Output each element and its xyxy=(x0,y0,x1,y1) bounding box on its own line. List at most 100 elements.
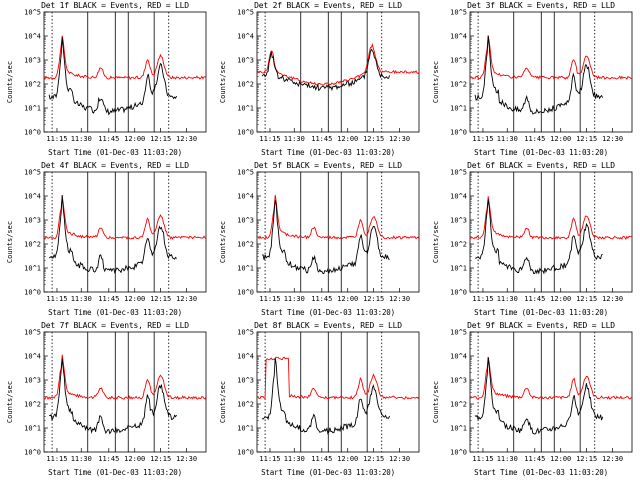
x-tick-label: 12:30 xyxy=(602,455,623,463)
y-tick-label: 10^2 xyxy=(237,401,254,409)
x-axis-label: Start Time (01-Dec-03 11:03:20) xyxy=(261,308,395,317)
series-events-line xyxy=(475,199,603,275)
x-tick-label: 12:30 xyxy=(389,455,410,463)
y-tick-label: 10^3 xyxy=(24,57,41,65)
series-lld-line xyxy=(43,354,207,400)
x-tick-label: 12:15 xyxy=(576,135,597,143)
series-events-line xyxy=(474,357,604,435)
y-tick-label: 10^5 xyxy=(24,169,41,177)
y-tick-label: 10^5 xyxy=(237,9,254,17)
series-events-line xyxy=(261,200,390,275)
x-axis-label: Start Time (01-Dec-03 11:03:20) xyxy=(48,308,182,317)
x-axis-label: Start Time (01-Dec-03 11:03:20) xyxy=(474,148,608,157)
x-tick-label: 11:15 xyxy=(46,135,67,143)
y-tick-label: 10^4 xyxy=(450,353,467,361)
x-tick-label: 12:15 xyxy=(576,455,597,463)
axes-frame xyxy=(469,11,633,133)
x-tick-label: 11:45 xyxy=(98,295,119,303)
axes-frame xyxy=(256,331,420,453)
x-tick-label: 11:15 xyxy=(472,295,493,303)
detector-panel: Det 8f BLACK = Events, RED = LLD Start Ti… xyxy=(213,320,426,480)
y-tick-label: 10^0 xyxy=(237,289,254,297)
x-tick-label: 12:00 xyxy=(124,135,145,143)
x-tick-label: 11:15 xyxy=(472,135,493,143)
plot-area: 10^0 10^1 10^2 10^3 10^4 10^5 11:15 11:30 11:45 1… xyxy=(24,329,207,463)
y-tick-label: 10^3 xyxy=(450,217,467,225)
y-tick-label: 10^2 xyxy=(237,241,254,249)
y-tick-label: 10^0 xyxy=(24,289,41,297)
y-tick-label: 10^3 xyxy=(24,217,41,225)
x-tick-label: 12:00 xyxy=(550,455,571,463)
x-tick-label: 11:30 xyxy=(497,455,518,463)
x-tick-label: 11:30 xyxy=(497,135,518,143)
y-tick-label: 10^4 xyxy=(24,193,41,201)
x-tick-label: 11:45 xyxy=(311,295,332,303)
y-tick-label: 10^4 xyxy=(24,33,41,41)
y-tick-label: 10^1 xyxy=(237,425,254,433)
x-tick-label: 11:15 xyxy=(259,455,280,463)
y-tick-label: 10^5 xyxy=(24,329,41,337)
x-tick-label: 12:15 xyxy=(150,135,171,143)
chart-title: Det 1f BLACK = Events, RED = LLD xyxy=(41,1,189,10)
y-tick-label: 10^2 xyxy=(450,401,467,409)
x-tick-label: 11:45 xyxy=(524,455,545,463)
y-tick-label: 10^1 xyxy=(24,265,41,273)
x-axis-label: Start Time (01-Dec-03 11:03:20) xyxy=(474,308,608,317)
y-tick-label: 10^3 xyxy=(450,377,467,385)
x-axis-label: Start Time (01-Dec-03 11:03:20) xyxy=(261,468,395,477)
plot-area: 10^0 10^1 10^2 10^3 10^4 10^5 11:15 11:30 11:45 1… xyxy=(450,9,633,143)
plot-area: 10^0 10^1 10^2 10^3 10^4 10^5 11:15 11:30 11:45 1… xyxy=(450,329,633,463)
y-tick-label: 10^5 xyxy=(450,169,467,177)
detector-panel: Det 2f BLACK = Events, RED = LLD Start Ti… xyxy=(213,0,426,160)
axes-frame xyxy=(469,171,633,293)
plot-area: 10^0 10^1 10^2 10^3 10^4 10^5 11:15 11:30 11:45 1… xyxy=(237,169,420,303)
y-tick-label: 10^3 xyxy=(237,217,254,225)
x-tick-label: 11:45 xyxy=(98,455,119,463)
series-lld-line xyxy=(469,196,633,241)
y-tick-label: 10^0 xyxy=(450,449,467,457)
x-tick-label: 12:30 xyxy=(389,135,410,143)
detector-panel: Det 4f BLACK = Events, RED = LLD Start Ti… xyxy=(0,160,213,320)
x-tick-label: 12:15 xyxy=(576,295,597,303)
x-tick-label: 11:15 xyxy=(472,455,493,463)
x-tick-label: 12:15 xyxy=(150,295,171,303)
x-tick-label: 12:15 xyxy=(363,295,384,303)
y-tick-label: 10^2 xyxy=(24,81,41,89)
x-tick-label: 12:30 xyxy=(389,295,410,303)
y-tick-label: 10^1 xyxy=(237,265,254,273)
y-tick-label: 10^0 xyxy=(450,289,467,297)
y-tick-label: 10^4 xyxy=(450,33,467,41)
chart-title: Det 7f BLACK = Events, RED = LLD xyxy=(41,321,189,330)
y-tick-label: 10^4 xyxy=(24,353,41,361)
x-tick-label: 11:30 xyxy=(71,455,92,463)
axes-frame xyxy=(256,171,420,293)
x-tick-label: 12:15 xyxy=(363,135,384,143)
plot-area: 10^0 10^1 10^2 10^3 10^4 10^5 11:15 11:30 11:45 1… xyxy=(237,329,420,463)
x-tick-label: 11:45 xyxy=(311,455,332,463)
x-tick-label: 12:30 xyxy=(176,295,197,303)
x-tick-label: 12:00 xyxy=(550,295,571,303)
x-tick-label: 11:15 xyxy=(46,455,67,463)
axes-frame xyxy=(43,331,207,453)
x-tick-label: 11:30 xyxy=(71,295,92,303)
y-tick-label: 10^5 xyxy=(450,329,467,337)
y-tick-label: 10^1 xyxy=(450,425,467,433)
plot-area: 10^0 10^1 10^2 10^3 10^4 10^5 11:15 11:30 11:45 1… xyxy=(450,169,633,303)
x-tick-label: 12:30 xyxy=(602,135,623,143)
y-tick-label: 10^1 xyxy=(24,425,41,433)
series-events-line xyxy=(48,37,178,116)
y-tick-label: 10^5 xyxy=(237,329,254,337)
y-tick-label: 10^2 xyxy=(24,241,41,249)
x-tick-label: 11:45 xyxy=(524,295,545,303)
series-events-line xyxy=(261,48,391,92)
y-tick-label: 10^2 xyxy=(450,241,467,249)
y-tick-label: 10^2 xyxy=(450,81,467,89)
x-tick-label: 12:30 xyxy=(176,135,197,143)
detector-panel: Det 5f BLACK = Events, RED = LLD Start Ti… xyxy=(213,160,426,320)
y-tick-label: 10^1 xyxy=(450,105,467,113)
x-tick-label: 11:30 xyxy=(284,135,305,143)
y-tick-label: 10^4 xyxy=(237,33,254,41)
detector-panel: Det 1f BLACK = Events, RED = LLD Start Ti… xyxy=(0,0,213,160)
y-tick-label: 10^0 xyxy=(24,129,41,137)
series-lld-line xyxy=(256,194,420,240)
